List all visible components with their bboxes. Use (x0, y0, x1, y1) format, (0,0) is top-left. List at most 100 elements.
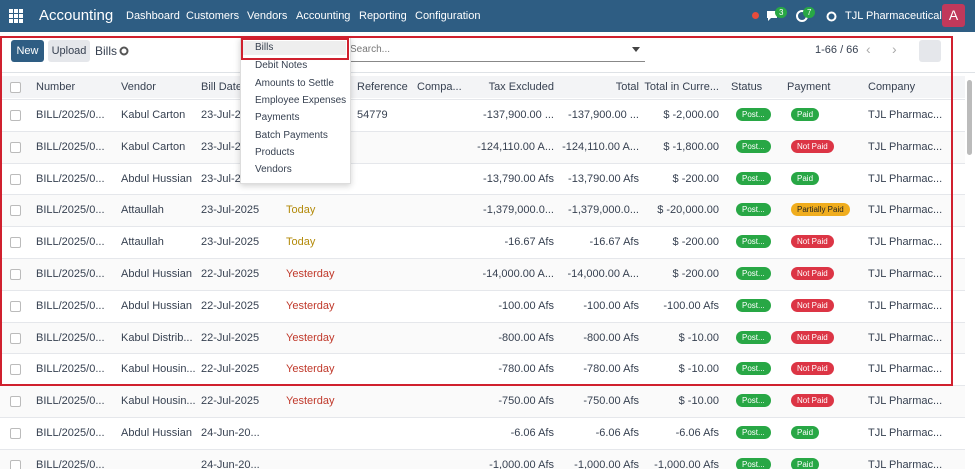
row-checkbox[interactable] (10, 300, 21, 312)
status-badge: Post... (736, 171, 771, 185)
dropdown-item[interactable]: Payments (255, 112, 300, 124)
row-checkbox[interactable] (10, 110, 21, 121)
menu-item[interactable]: Reporting (359, 10, 407, 22)
menu-item[interactable]: Accounting (296, 10, 351, 22)
cell-company: TJL Pharmac... (868, 140, 943, 153)
row-divider (0, 417, 965, 418)
dropdown-item[interactable]: Bills (243, 41, 346, 55)
separator (0, 72, 975, 73)
column-header[interactable]: Number (36, 81, 76, 93)
column-header[interactable]: Tax Excluded (488, 81, 554, 93)
cell-number: BILL/2025/0... (36, 427, 105, 439)
cell-total-currency: -1,000.00 Afs (654, 458, 719, 469)
cell-tax-excluded: -780.00 Afs (498, 363, 554, 376)
settings-icon[interactable] (826, 11, 837, 22)
cell-tax-excluded: -750.00 Afs (498, 395, 554, 408)
cell-company: TJL Pharmac... (868, 268, 943, 280)
payment-badge: Not Paid (791, 362, 834, 376)
select-all-checkbox[interactable] (10, 82, 21, 93)
apps-icon[interactable] (9, 9, 23, 23)
cell-total-currency: -6.06 Afs (675, 427, 719, 439)
row-checkbox[interactable] (10, 428, 21, 439)
payment-badge: Not Paid (791, 298, 834, 312)
dropdown-item[interactable]: Batch Payments (255, 129, 328, 141)
cell-bill-date: 22-Jul-2025 (201, 395, 260, 408)
menu-item[interactable]: Configuration (415, 10, 481, 22)
row-checkbox[interactable] (10, 332, 21, 344)
company-switch[interactable]: TJL Pharmaceuticals (845, 10, 948, 22)
row-checkbox[interactable] (10, 269, 21, 280)
row-checkbox[interactable] (10, 459, 21, 469)
dropdown-item[interactable]: Amounts to Settle (255, 77, 334, 89)
cell-total-currency: $ -20,000.00 (657, 204, 719, 217)
cell-number: BILL/2025/0... (36, 363, 105, 376)
upload-button[interactable]: Upload (48, 40, 90, 62)
cell-total: -780.00 Afs (583, 363, 639, 376)
cell-total-currency: $ -1,800.00 (663, 140, 719, 153)
row-divider (0, 289, 965, 291)
cell-tax-excluded: -124,110.00 A... (477, 140, 554, 153)
row-divider (0, 353, 965, 355)
cell-vendor: Abdul Hussian (121, 427, 192, 439)
column-header[interactable]: Status (731, 81, 763, 93)
row-checkbox[interactable] (10, 396, 21, 408)
dropdown-item[interactable]: Debit Notes (255, 60, 308, 72)
row-checkbox[interactable] (10, 141, 21, 153)
scrollbar (967, 80, 972, 155)
search-underline (350, 61, 645, 62)
row-checkbox[interactable] (10, 237, 21, 249)
avatar[interactable]: A (942, 4, 965, 27)
row-divider (0, 194, 965, 196)
dropdown-item[interactable]: Products (255, 146, 295, 158)
column-header[interactable]: Payment (787, 81, 831, 93)
cell-company: TJL Pharmac... (868, 331, 943, 344)
row-checkbox[interactable] (10, 205, 21, 217)
cell-tax-excluded: -16.67 Afs (504, 236, 554, 249)
menu-item[interactable]: Customers (186, 10, 240, 22)
row-checkbox[interactable] (10, 173, 21, 185)
dropdown-item[interactable]: Employee Expenses (255, 94, 347, 106)
cell-total: -1,379,000.0... (568, 204, 639, 217)
search-toggle[interactable] (632, 47, 640, 53)
cell-total: -13,790.00 Afs (568, 172, 639, 185)
menu-item[interactable]: Vendors (247, 10, 288, 22)
list-view-button[interactable] (919, 40, 941, 62)
payment-badge: Paid (791, 457, 820, 469)
column-header[interactable]: Compa... (417, 81, 462, 93)
cell-total-currency: $ -200.00 (672, 236, 719, 249)
cell-vendor: Kabul Carton (121, 109, 186, 121)
cell-vendor: Kabul Distrib... (121, 331, 193, 344)
row-checkbox[interactable] (10, 364, 21, 376)
due-date: Yesterday (286, 299, 335, 312)
app-name[interactable]: Accounting (39, 7, 114, 24)
cell-company: TJL Pharmac... (868, 427, 943, 439)
pager-prev[interactable]: ‹ (866, 41, 871, 57)
cell-total-currency: $ -10.00 (678, 395, 719, 408)
cell-vendor: Kabul Housin... (121, 363, 196, 376)
column-header[interactable]: Total (615, 81, 639, 93)
column-header[interactable]: Reference (357, 81, 408, 93)
menu-item[interactable]: Dashboard (126, 10, 180, 22)
status-badge: Post... (736, 362, 771, 376)
cell-company: TJL Pharmac... (868, 363, 943, 376)
cell-tax-excluded: -13,790.00 Afs (483, 172, 554, 185)
cell-total: -1,000.00 Afs (574, 458, 639, 469)
column-header[interactable]: Total in Curre... (644, 81, 719, 93)
new-button[interactable]: New (11, 40, 44, 62)
pager-next[interactable]: › (892, 41, 897, 57)
cell-total: -14,000.00 A... (567, 268, 639, 280)
column-header[interactable]: Company (868, 81, 916, 93)
cell-total: -750.00 Afs (583, 395, 639, 408)
activity-badge: 7 (803, 7, 816, 18)
column-header[interactable]: Bill Date (201, 81, 242, 93)
cell-number: BILL/2025/0... (36, 299, 105, 312)
column-header[interactable]: Vendor (121, 81, 156, 93)
cell-company: TJL Pharmac... (868, 299, 943, 312)
dropdown-item[interactable]: Vendors (255, 164, 292, 176)
cell-bill-date: 23-Jul-2025 (201, 204, 260, 217)
cell-total-currency: $ -10.00 (678, 363, 719, 376)
cell-number: BILL/2025/0... (36, 172, 105, 185)
search-input[interactable]: Search... (350, 44, 391, 55)
chat-icon[interactable] (766, 10, 780, 22)
gear-icon[interactable] (119, 46, 129, 56)
